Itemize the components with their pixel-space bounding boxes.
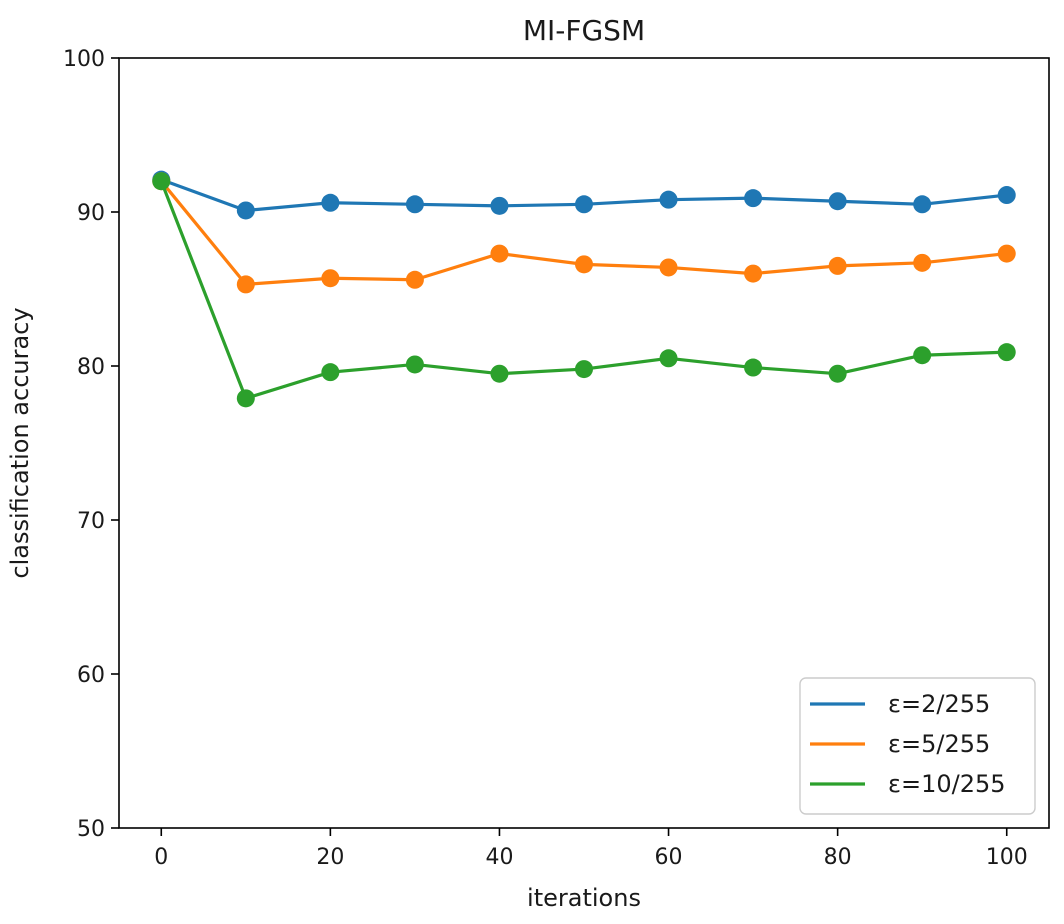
data-point [913, 195, 932, 214]
data-point [490, 196, 509, 215]
series-1 [152, 170, 1016, 220]
data-point [997, 244, 1016, 263]
data-point [236, 201, 255, 220]
data-point [405, 195, 424, 214]
chart-title: MI-FGSM [523, 14, 645, 47]
data-point [659, 258, 678, 277]
legend-label: ε=2/255 [888, 690, 990, 718]
y-axis-label: classification accuracy [6, 307, 34, 578]
data-point [659, 349, 678, 368]
data-point [828, 256, 847, 275]
y-tick-label: 80 [77, 355, 105, 380]
data-point [490, 244, 509, 263]
x-tick-label: 40 [485, 845, 513, 870]
data-point [828, 364, 847, 383]
x-tick-label: 80 [824, 845, 852, 870]
y-tick-label: 100 [63, 47, 105, 72]
legend-box [799, 677, 1036, 815]
data-point [405, 270, 424, 289]
data-point [744, 358, 763, 377]
data-point [575, 360, 593, 379]
data-point [659, 190, 678, 209]
x-tick-label: 0 [154, 845, 168, 870]
data-point [913, 253, 932, 272]
data-point [828, 192, 847, 211]
y-tick-label: 50 [77, 817, 105, 842]
x-axis-label: iterations [527, 884, 641, 912]
data-point [321, 193, 340, 212]
x-tick-label: 100 [986, 845, 1028, 870]
legend-entry: ε=2/255 [810, 690, 990, 718]
data-point [236, 389, 255, 408]
x-tick-label: 20 [316, 845, 344, 870]
data-point [997, 343, 1016, 362]
data-point [490, 364, 509, 383]
data-point [744, 264, 763, 283]
series-2 [152, 172, 1016, 294]
legend-label: ε=10/255 [888, 770, 1006, 798]
legend-label: ε=5/255 [888, 730, 990, 758]
data-point [321, 269, 340, 288]
plot-frame [118, 57, 1050, 829]
data-point [575, 195, 593, 214]
data-point [236, 275, 255, 294]
y-tick-label: 60 [77, 663, 105, 688]
data-point [997, 186, 1016, 205]
y-tick-label: 70 [77, 509, 105, 534]
data-point [744, 189, 763, 208]
legend: ε=2/255 ε=5/255 ε=10/255 [799, 677, 1036, 815]
data-point [321, 363, 340, 382]
data-point [913, 346, 932, 365]
legend-entry: ε=5/255 [810, 730, 990, 758]
data-point [575, 255, 593, 274]
series-3 [152, 172, 1016, 408]
legend-entry: ε=10/255 [810, 770, 1006, 798]
x-tick-label: 60 [655, 845, 683, 870]
data-point [405, 355, 424, 374]
y-tick-label: 90 [77, 201, 105, 226]
data-point [152, 172, 171, 191]
